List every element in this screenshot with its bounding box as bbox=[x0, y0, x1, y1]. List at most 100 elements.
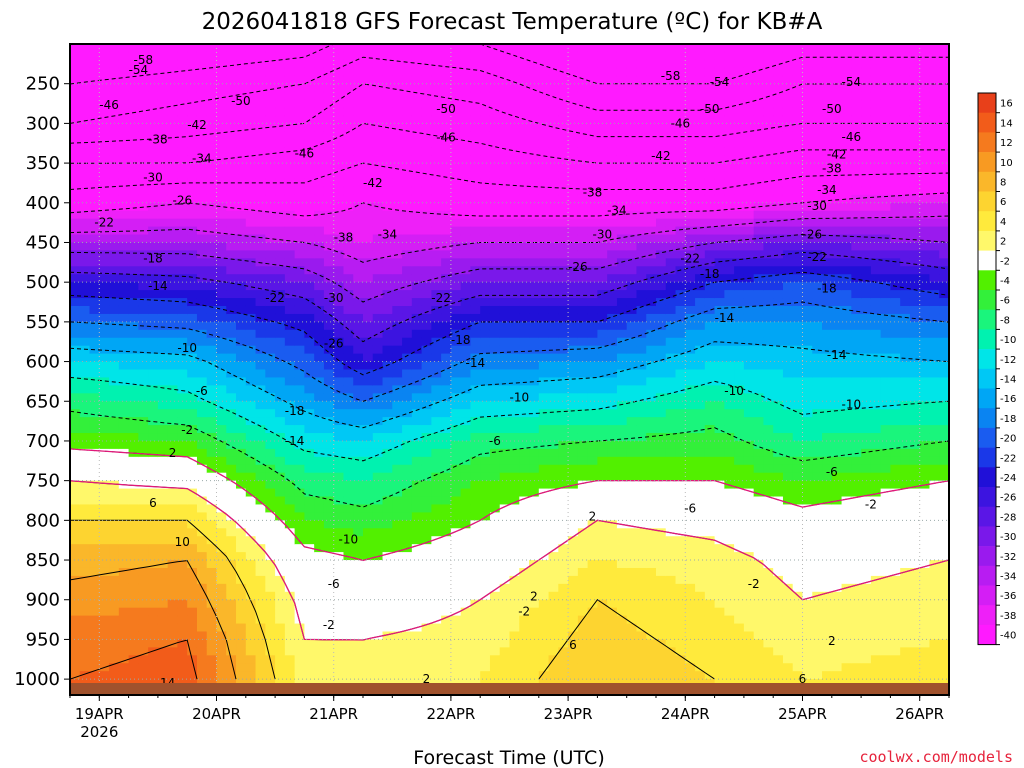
heatmap-cell bbox=[196, 155, 208, 164]
heatmap-cell bbox=[157, 99, 169, 109]
heatmap-cell bbox=[187, 496, 198, 506]
heatmap-cell bbox=[411, 234, 423, 244]
heatmap-cell bbox=[411, 329, 423, 339]
heatmap-cell bbox=[148, 139, 159, 148]
heatmap-cell bbox=[343, 337, 354, 347]
heatmap-cell bbox=[294, 163, 305, 172]
heatmap-cell bbox=[363, 671, 374, 680]
heatmap-cell bbox=[626, 353, 638, 363]
heatmap-cell bbox=[519, 210, 530, 220]
heatmap-cell bbox=[294, 194, 305, 204]
heatmap-cell bbox=[353, 99, 364, 109]
heatmap-cell bbox=[118, 313, 130, 323]
heatmap-cell bbox=[538, 83, 550, 93]
heatmap-cell bbox=[626, 234, 638, 244]
heatmap-cell bbox=[148, 131, 159, 140]
heatmap-cell bbox=[70, 290, 81, 299]
heatmap-cell bbox=[431, 615, 442, 625]
heatmap-cell bbox=[343, 139, 354, 148]
heatmap-cell bbox=[177, 655, 188, 664]
heatmap-cell bbox=[460, 99, 472, 109]
heatmap-cell bbox=[568, 488, 579, 498]
heatmap-cell bbox=[89, 369, 100, 379]
heatmap-cell bbox=[275, 353, 286, 363]
heatmap-cell bbox=[284, 123, 296, 132]
heatmap-cell bbox=[148, 417, 159, 426]
heatmap-cell bbox=[284, 480, 296, 490]
heatmap-cell bbox=[616, 623, 628, 633]
heatmap-cell bbox=[255, 591, 266, 601]
heatmap-cell bbox=[392, 567, 403, 577]
heatmap-cell bbox=[489, 472, 501, 482]
heatmap-cell bbox=[597, 567, 608, 577]
heatmap-cell bbox=[196, 345, 208, 355]
heatmap-cell bbox=[265, 139, 276, 148]
heatmap-cell bbox=[392, 417, 403, 426]
heatmap-cell bbox=[177, 266, 188, 275]
heatmap-cell bbox=[597, 266, 608, 275]
heatmap-cell bbox=[597, 194, 608, 204]
heatmap-cell bbox=[109, 647, 120, 656]
heatmap-cell bbox=[548, 234, 559, 244]
heatmap-cell bbox=[216, 425, 227, 434]
heatmap-cell bbox=[138, 178, 149, 188]
heatmap-cell bbox=[216, 321, 227, 331]
heatmap-cell bbox=[421, 567, 432, 577]
heatmap-cell bbox=[314, 464, 325, 474]
heatmap-cell bbox=[577, 496, 589, 506]
heatmap-cell bbox=[616, 552, 628, 561]
heatmap-cell bbox=[323, 313, 335, 323]
heatmap-cell bbox=[118, 544, 130, 553]
heatmap-cell bbox=[79, 226, 91, 236]
heatmap-cell bbox=[323, 488, 335, 498]
heatmap-cell bbox=[509, 425, 520, 434]
heatmap-cell bbox=[372, 607, 384, 617]
heatmap-cell bbox=[538, 623, 550, 633]
heatmap-cell bbox=[392, 409, 403, 418]
heatmap-cell bbox=[509, 552, 520, 561]
heatmap-cell bbox=[441, 250, 452, 259]
heatmap-cell bbox=[450, 123, 462, 132]
heatmap-cell bbox=[558, 155, 569, 164]
heatmap-cell bbox=[509, 369, 520, 379]
heatmap-cell bbox=[196, 393, 208, 402]
heatmap-cell bbox=[519, 639, 530, 648]
heatmap-cell bbox=[607, 51, 618, 61]
heatmap-cell bbox=[314, 282, 325, 291]
heatmap-cell bbox=[265, 67, 276, 77]
heatmap-cell bbox=[548, 218, 559, 228]
heatmap-cell bbox=[372, 425, 384, 434]
heatmap-cell bbox=[294, 599, 305, 609]
heatmap-cell bbox=[656, 234, 667, 244]
heatmap-cell bbox=[587, 615, 598, 625]
heatmap-cell bbox=[284, 552, 296, 561]
heatmap-cell bbox=[372, 51, 384, 61]
heatmap-cell bbox=[167, 163, 179, 172]
heatmap-cell bbox=[577, 99, 589, 109]
heatmap-cell bbox=[470, 480, 481, 490]
heatmap-cell bbox=[577, 456, 589, 466]
heatmap-cell bbox=[304, 417, 315, 426]
heatmap-cell bbox=[275, 329, 286, 339]
heatmap-cell bbox=[275, 417, 286, 426]
heatmap-cell bbox=[587, 59, 598, 69]
heatmap-cell bbox=[128, 99, 139, 109]
heatmap-cell bbox=[509, 163, 520, 172]
heatmap-cell bbox=[255, 67, 266, 77]
heatmap-cell bbox=[294, 591, 305, 601]
heatmap-cell bbox=[314, 615, 325, 625]
heatmap-cell bbox=[597, 433, 608, 442]
heatmap-cell bbox=[304, 655, 315, 664]
heatmap-cell bbox=[402, 202, 413, 212]
heatmap-cell bbox=[519, 186, 530, 196]
heatmap-cell bbox=[255, 345, 266, 355]
heatmap-cell bbox=[187, 51, 198, 61]
heatmap-cell bbox=[402, 615, 413, 625]
heatmap-cell bbox=[636, 440, 647, 450]
heatmap-cell bbox=[226, 536, 237, 545]
heatmap-cell bbox=[548, 321, 559, 331]
heatmap-cell bbox=[489, 107, 501, 117]
heatmap-cell bbox=[99, 464, 110, 474]
heatmap-cell bbox=[70, 409, 81, 418]
heatmap-cell bbox=[157, 139, 169, 148]
